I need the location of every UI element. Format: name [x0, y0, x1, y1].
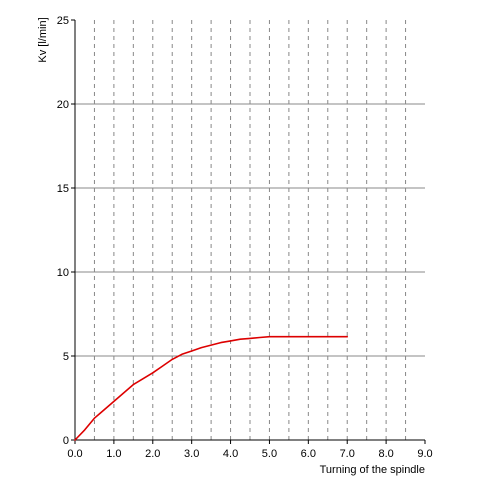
y-tick-label-4: 20 — [57, 99, 69, 111]
x-tick-label-8: 8.0 — [378, 448, 393, 460]
x-tick-label-9: 9.0 — [417, 448, 432, 460]
y-tick-label-1: 5 — [63, 351, 69, 363]
x-tick-label-7: 7.0 — [340, 448, 355, 460]
y-tick-label-5: 25 — [57, 15, 69, 27]
series-group — [74, 335, 349, 441]
y-tick-label-3: 15 — [57, 183, 69, 195]
series-line-0 — [74, 335, 349, 441]
x-tick-label-6: 6.0 — [301, 448, 316, 460]
x-tick-label-0: 0.0 — [67, 448, 82, 460]
y-tick-label-2: 10 — [57, 267, 69, 279]
x-tick-label-5: 5.0 — [262, 448, 277, 460]
y-tick-label-0: 0 — [63, 435, 69, 447]
x-tick-label-4: 4.0 — [223, 448, 238, 460]
y-tick-labels: 0 5 10 15 20 25 — [57, 15, 75, 447]
x-tick-label-3: 3.0 — [184, 448, 199, 460]
x-axis-title: Turning of the spindle — [320, 464, 425, 476]
vertical-gridlines — [93, 20, 407, 440]
x-tick-labels: 0.0 1.0 2.0 3.0 4.0 5.0 6.0 7.0 8.0 9.0 — [67, 440, 433, 460]
axes — [74, 20, 425, 441]
x-tick-label-2: 2.0 — [145, 448, 160, 460]
horizontal-gridlines — [75, 103, 425, 357]
x-tick-label-1: 1.0 — [106, 448, 121, 460]
y-axis-title: Kv [l/min] — [37, 17, 49, 62]
